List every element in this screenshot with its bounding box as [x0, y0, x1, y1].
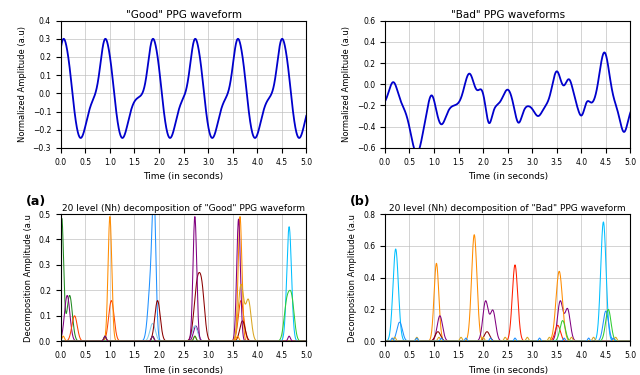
Text: (b): (b) [349, 195, 371, 208]
Y-axis label: Normalized Amplitude (a.u): Normalized Amplitude (a.u) [18, 26, 27, 142]
Title: 20 level (Nh) decomposition of "Good" PPG waveform: 20 level (Nh) decomposition of "Good" PP… [62, 204, 305, 213]
Y-axis label: Decomposition Amplitude (a.u: Decomposition Amplitude (a.u [24, 214, 33, 342]
Title: "Bad" PPG waveforms: "Bad" PPG waveforms [451, 10, 564, 20]
Title: 20 level (Nh) decomposition of "Bad" PPG waveform: 20 level (Nh) decomposition of "Bad" PPG… [389, 204, 626, 213]
X-axis label: Time (in seconds): Time (in seconds) [143, 172, 223, 181]
Text: (a): (a) [26, 195, 46, 208]
Y-axis label: Decomposition Amplitude (a.u: Decomposition Amplitude (a.u [348, 214, 358, 342]
X-axis label: Time (in seconds): Time (in seconds) [143, 366, 223, 375]
Y-axis label: Normalized Amplitude (a.u): Normalized Amplitude (a.u) [342, 26, 351, 142]
X-axis label: Time (in seconds): Time (in seconds) [468, 366, 548, 375]
Title: "Good" PPG waveform: "Good" PPG waveform [125, 10, 241, 20]
X-axis label: Time (in seconds): Time (in seconds) [468, 172, 548, 181]
